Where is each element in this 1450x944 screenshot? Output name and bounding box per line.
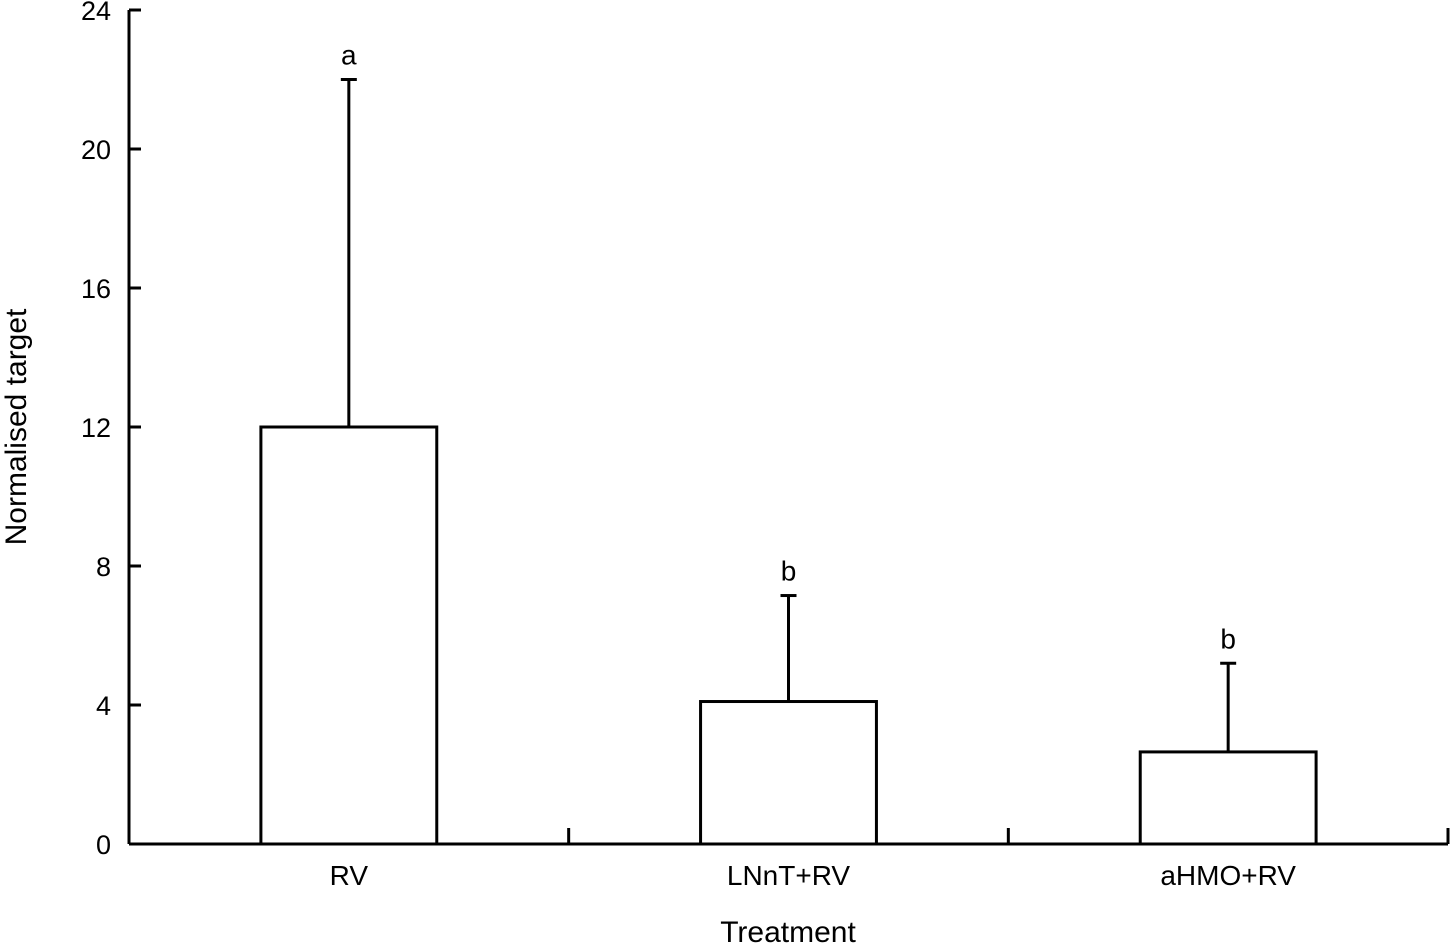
bar [259, 425, 439, 846]
bar [699, 700, 878, 846]
y-axis-label: Normalised target [0, 308, 33, 545]
y-tick-label: 8 [96, 552, 111, 582]
category-label: LNnT+RV [727, 860, 851, 891]
category-label: RV [330, 860, 369, 891]
y-tick-label: 16 [81, 274, 111, 304]
x-axis-label: Treatment [720, 916, 856, 944]
bars-layer: a RV b LNnT+RV b aHMO+RV [259, 40, 1318, 891]
y-tick-label: 0 [96, 830, 111, 860]
bar [1138, 750, 1318, 846]
y-tick-label: 20 [81, 135, 111, 165]
significance-letter: a [341, 40, 357, 71]
category-label: aHMO+RV [1160, 860, 1296, 891]
y-tick-label: 4 [96, 691, 111, 721]
y-tick-label: 24 [81, 0, 111, 26]
y-tick-label: 12 [81, 413, 111, 443]
x-ticks [567, 828, 1450, 844]
significance-letter: b [1220, 623, 1236, 654]
significance-letter: b [781, 556, 797, 587]
y-ticks: 0 4 8 12 16 20 24 [81, 0, 141, 860]
